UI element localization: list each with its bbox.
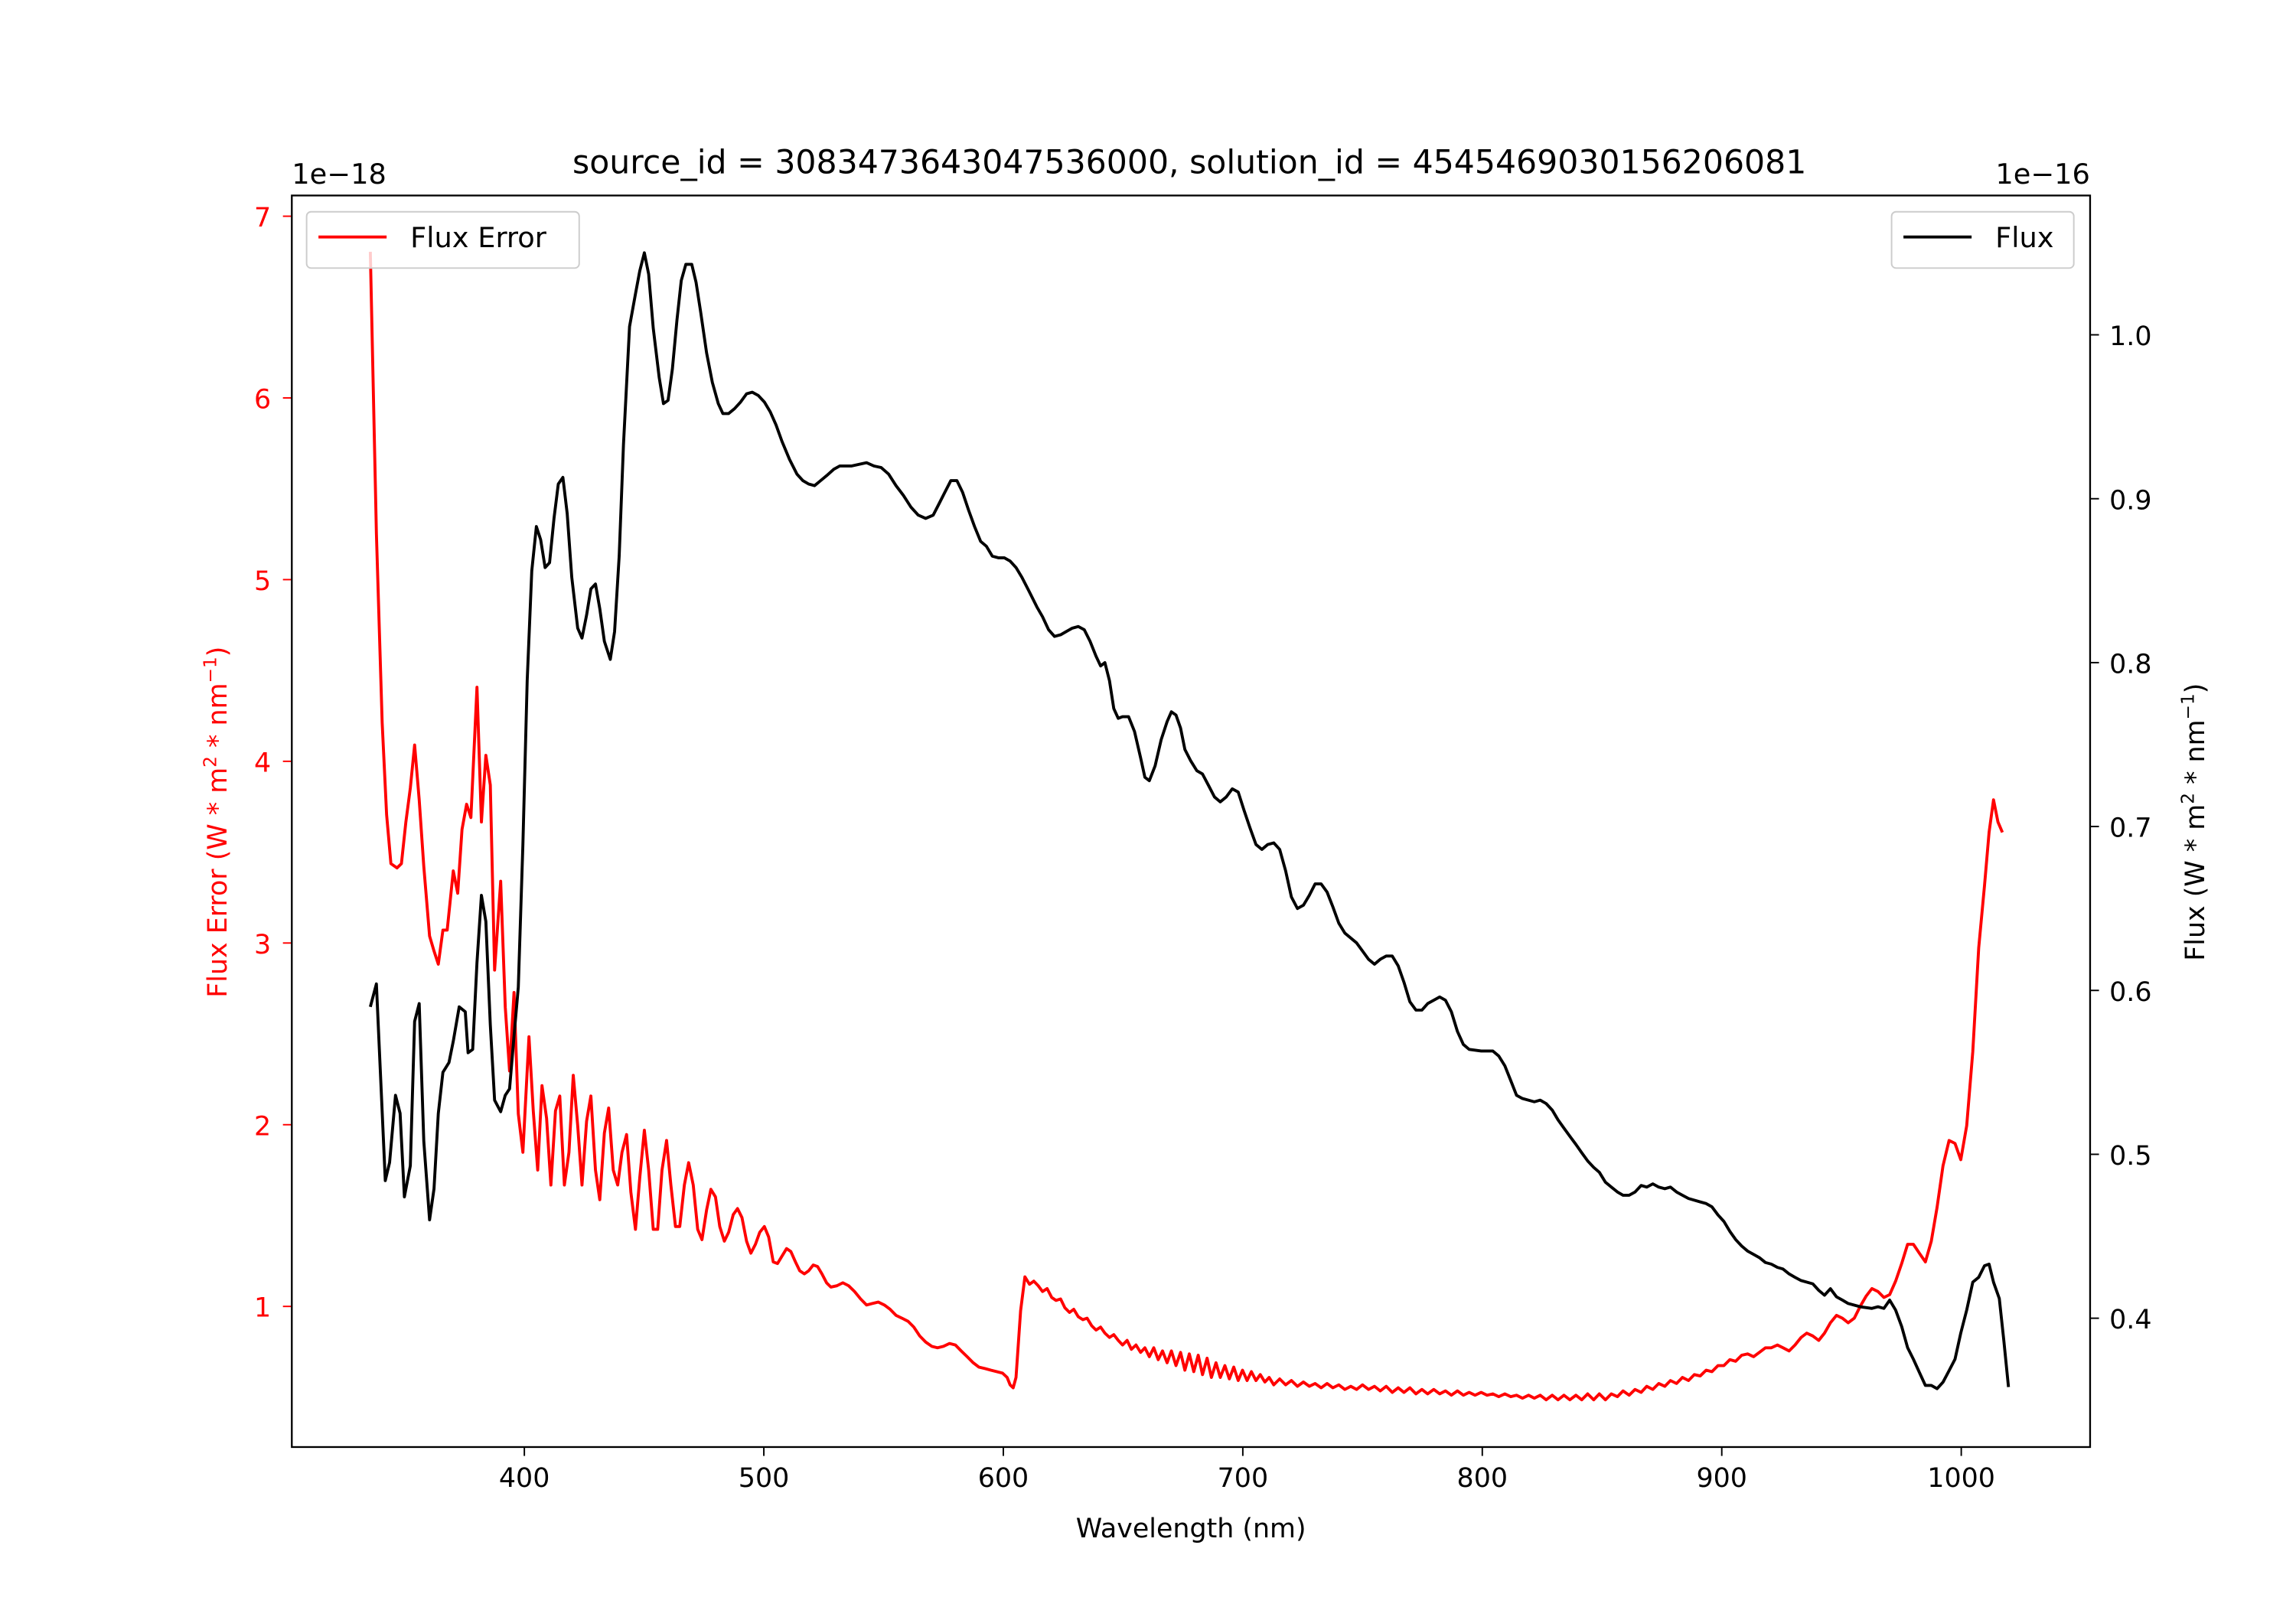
right-y-tick-label: 0.7 (2109, 813, 2151, 844)
left-y-tick-label: 2 (254, 1111, 271, 1142)
x-tick-label: 500 (739, 1463, 789, 1494)
x-tick-label: 800 (1457, 1463, 1508, 1494)
flux-error-line (368, 251, 2004, 1402)
legend-flux: Flux (1890, 210, 2075, 269)
left-axis-offset: 1e−18 (292, 158, 386, 191)
plot-area (368, 251, 2011, 1402)
x-tick-label: 900 (1696, 1463, 1746, 1494)
left-y-tick-label: 3 (254, 930, 271, 960)
legend-flux-error-label: Flux Error (410, 221, 547, 254)
right-y-tick-label: 0.4 (2109, 1305, 2151, 1335)
right-y-tick-label: 0.8 (2109, 649, 2151, 680)
axis-ticks: 400 500 600 700 800 900 1000 1 2 3 4 5 6 7 0.4 0.5 0.6 0.… (254, 203, 2151, 1494)
left-y-tick-label: 4 (254, 748, 271, 778)
legend-flux-error: Flux Error (305, 210, 580, 269)
left-y-tick-label: 7 (254, 203, 271, 233)
right-y-tick-label: 0.9 (2109, 485, 2151, 516)
left-y-tick-label: 6 (254, 385, 271, 416)
legend-flux-label: Flux (1995, 221, 2053, 254)
x-tick-label: 700 (1218, 1463, 1268, 1494)
x-axis-label: Wavelength (nm) (1076, 1514, 1306, 1544)
right-y-axis-label: Flux (W * m2 * nm−1) (2177, 683, 2211, 961)
right-axis-offset: 1e−16 (1995, 158, 2090, 191)
left-y-tick-label: 5 (254, 566, 271, 597)
x-tick-label: 1000 (1927, 1463, 1995, 1494)
left-y-axis-label: Flux Error (W * m2 * nm−1) (201, 647, 234, 998)
x-tick-label: 400 (499, 1463, 550, 1494)
x-tick-label: 600 (978, 1463, 1029, 1494)
left-y-tick-label: 1 (254, 1293, 271, 1324)
right-y-tick-label: 1.0 (2109, 321, 2151, 352)
axes-frame (291, 194, 2092, 1449)
right-y-tick-label: 0.6 (2109, 977, 2151, 1008)
flux-line (368, 251, 2011, 1390)
chart-title: source_id = 3083473643047536000, solutio… (572, 143, 1806, 181)
right-y-tick-label: 0.5 (2109, 1141, 2151, 1172)
